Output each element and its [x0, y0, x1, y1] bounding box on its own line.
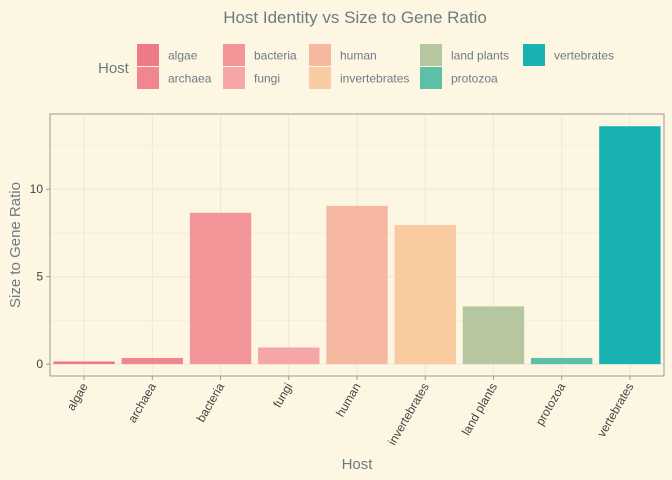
bar-human [326, 205, 388, 365]
legend-label: archaea [168, 72, 212, 86]
legend: Host algae archaea bacteria fungi human inver… [98, 44, 614, 89]
x-tick-label: land plants [459, 381, 500, 438]
x-axis-label: Host [342, 456, 374, 473]
x-tick-label: vertebrates [594, 381, 636, 440]
legend-key [223, 44, 245, 66]
bar-archaea [121, 357, 184, 365]
bar-vertebrates [599, 126, 661, 365]
y-axis: 0 5 10 [30, 182, 50, 371]
legend-key [523, 44, 545, 66]
x-tick-label: fungi [270, 381, 295, 411]
legend-key [223, 67, 245, 89]
bar-land-plants [462, 306, 525, 365]
y-axis-label: Size to Gene Ratio [7, 182, 24, 308]
legend-item-archaea: archaea [137, 67, 212, 89]
legend-label: fungi [254, 72, 280, 86]
legend-label: invertebrates [340, 72, 409, 86]
legend-key [420, 67, 442, 89]
plot-panel [49, 113, 665, 377]
legend-title: Host [98, 60, 130, 77]
legend-item-vertebrates: vertebrates [523, 44, 614, 66]
x-tick-label: archaea [125, 380, 159, 425]
legend-label: land plants [451, 49, 509, 63]
legend-item-human: human [309, 44, 377, 66]
x-tick-label: algae [64, 380, 91, 413]
bar-fungi [258, 347, 320, 365]
x-axis: algae archaea bacteria fungi human invertebra… [64, 376, 636, 448]
legend-label: protozoa [451, 72, 498, 86]
legend-label: bacteria [254, 49, 297, 63]
chart-title: Host Identity vs Size to Gene Ratio [223, 8, 487, 27]
bar-bacteria [189, 212, 252, 365]
legend-key [309, 67, 331, 89]
legend-item-invertebrates: invertebrates [309, 67, 409, 89]
bar-invertebrates [394, 225, 456, 365]
x-tick-label: human [333, 381, 363, 420]
legend-item-bacteria: bacteria [223, 44, 297, 66]
legend-label: algae [168, 49, 198, 63]
legend-key [137, 67, 159, 89]
x-tick-label: bacteria [194, 380, 228, 424]
bars [53, 126, 661, 365]
x-tick-label: invertebrates [385, 381, 432, 448]
y-tick-label: 10 [30, 182, 44, 196]
legend-item-fungi: fungi [223, 67, 280, 89]
bar-protozoa [530, 357, 593, 365]
legend-key [420, 44, 442, 66]
x-tick-label: protozoa [533, 380, 569, 428]
legend-key [137, 44, 159, 66]
legend-label: human [340, 49, 377, 63]
legend-item-algae: algae [137, 44, 198, 66]
y-tick-label: 0 [36, 357, 43, 371]
legend-label: vertebrates [554, 49, 614, 63]
legend-key [309, 44, 331, 66]
bar-algae [53, 361, 115, 365]
legend-item-land-plants: land plants [420, 44, 509, 66]
y-tick-label: 5 [36, 270, 43, 284]
legend-item-protozoa: protozoa [420, 67, 498, 89]
